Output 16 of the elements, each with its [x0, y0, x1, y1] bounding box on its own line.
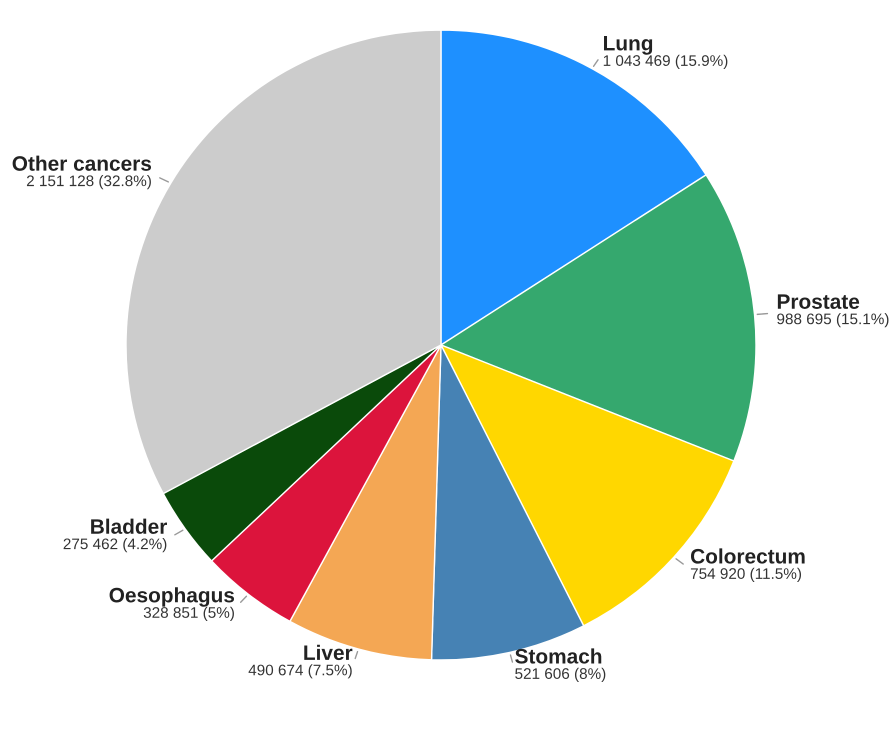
data-label: 754 920 (11.5%) [690, 568, 802, 582]
slice-label: Other cancers [12, 156, 152, 171]
data-label: 490 674 (7.5%) [248, 664, 352, 678]
data-label: 988 695 (15.1%) [777, 313, 888, 328]
slice-label: Lung [604, 36, 652, 55]
slice-label: Stomach [515, 648, 602, 664]
slice-label: Colorectum [690, 548, 805, 564]
slice-label: Bladder [91, 518, 168, 534]
data-label: 275 462 (4.2%) [64, 538, 166, 552]
data-label: 521 606 (8%) [515, 668, 606, 682]
slice-label: Prostate [778, 294, 860, 309]
data-label: 1 043 469 (15.9%) [604, 54, 728, 69]
data-label: 328 851 (5%) [144, 606, 234, 621]
data-label: 2 151 128 (32.8%) [26, 175, 151, 190]
slice-label: Oesophagus [110, 587, 234, 607]
slice-label: Liver [304, 644, 352, 660]
